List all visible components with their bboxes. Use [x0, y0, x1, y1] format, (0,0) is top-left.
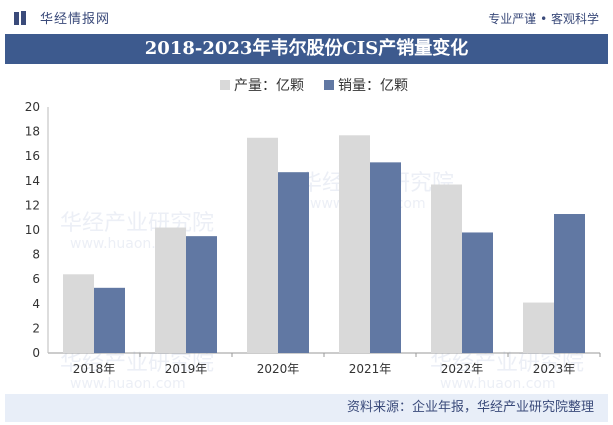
axes: [47, 107, 601, 357]
legend-swatch-production: [220, 80, 230, 90]
y-tick-label: 0: [32, 346, 40, 360]
watermark-text: 华经产业研究院: [60, 211, 214, 236]
y-tick-label: 6: [32, 272, 40, 286]
watermark-url: www.huaon.com: [70, 376, 186, 392]
brand: 华经情报网: [14, 8, 110, 27]
watermark-text: 华经产业研究院: [430, 351, 584, 376]
top-bar: 华经情报网 专业严谨 • 客观科学: [0, 0, 613, 34]
legend-swatch-sales: [324, 80, 334, 90]
watermark-url: www.huaon.com: [440, 376, 556, 392]
y-tick-label: 12: [25, 198, 40, 212]
y-tick-label: 16: [25, 149, 40, 163]
watermarks: 华经产业研究院www.huaon.com华经产业研究院www.huaon.com…: [60, 171, 584, 392]
legend-item-sales: 销量：亿颗: [324, 75, 408, 95]
legend-label-production: 产量：亿颗: [234, 78, 304, 94]
bar-sales-2: [278, 172, 309, 353]
bar-production-5: [523, 302, 554, 353]
x-tick-label: 2023年: [533, 362, 576, 376]
bar-production-1: [155, 227, 186, 353]
watermark-text: 华经产业研究院: [60, 351, 214, 376]
y-tick-label: 18: [25, 125, 40, 139]
bar-sales-5: [554, 214, 585, 353]
x-tick-label: 2021年: [349, 362, 392, 376]
x-tick-label: 2018年: [73, 362, 116, 376]
y-tick-label: 14: [25, 174, 40, 188]
chart-plot: 华经产业研究院www.huaon.com华经产业研究院www.huaon.com…: [25, 100, 601, 392]
bar-production-2: [247, 137, 278, 353]
y-tick-label: 20: [25, 100, 40, 114]
chart-title: 2018-2023年韦尔股份CIS产销量变化: [5, 34, 608, 64]
x-tick-label: 2020年: [257, 362, 300, 376]
legend-item-production: 产量：亿颗: [220, 75, 304, 95]
tick-labels: 0 2 4 6 8 10 12 14 16 18 20 2018年 2019年 2020年 2021年 202…: [25, 100, 576, 376]
bar-production-3: [339, 135, 370, 353]
tagline: 专业严谨 • 客观科学: [488, 12, 599, 26]
brand-logo-icon: [14, 10, 26, 25]
x-tick-label: 2019年: [165, 362, 208, 376]
bar-production-0: [63, 274, 94, 353]
y-tick-label: 2: [32, 321, 40, 335]
x-tick-label: 2022年: [441, 362, 484, 376]
bar-sales-1: [186, 236, 217, 353]
y-tick-label: 4: [32, 297, 40, 311]
bar-sales-3: [370, 162, 401, 353]
y-tick-label: 10: [25, 223, 40, 237]
y-tick-label: 8: [32, 248, 40, 262]
bars: [63, 135, 585, 353]
legend-label-sales: 销量：亿颗: [338, 78, 408, 94]
bar-production-4: [431, 184, 462, 353]
brand-name: 华经情报网: [40, 12, 111, 27]
source-note: 资料来源：企业年报，华经产业研究院整理: [346, 400, 594, 415]
bar-sales-0: [94, 287, 125, 353]
legend: 产量：亿颗 销量：亿颗: [220, 75, 408, 95]
bar-sales-4: [462, 232, 493, 353]
source-band: 资料来源：企业年报，华经产业研究院整理: [5, 394, 608, 422]
